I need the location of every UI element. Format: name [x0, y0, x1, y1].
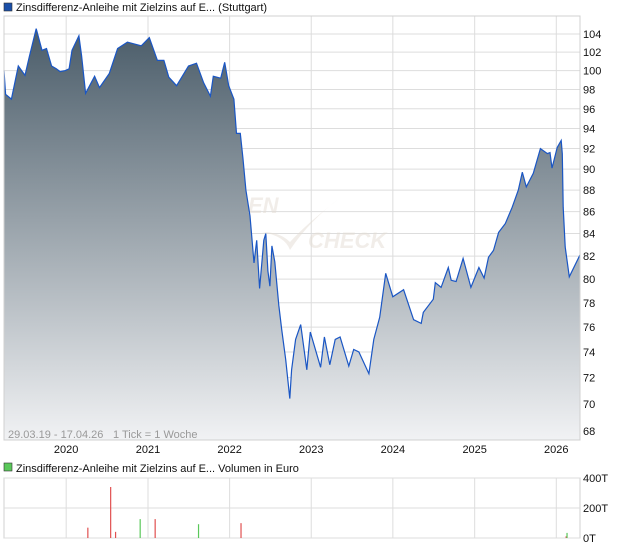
price-y-tick-label: 96 — [583, 104, 595, 116]
x-axis: 2020 2021 2022 2023 2024 2025 2026 — [54, 444, 569, 456]
x-tick-label: 2022 — [217, 444, 241, 456]
price-y-tick-label: 72 — [583, 373, 595, 385]
price-legend-swatch — [3, 2, 13, 12]
x-tick-label: 2023 — [299, 444, 323, 456]
volume-y-tick-label: 400T — [583, 473, 608, 485]
price-y-tick-label: 68 — [583, 426, 595, 438]
svg-text:CHECK: CHECK — [308, 228, 388, 253]
price-line — [3, 28, 581, 399]
date-range-label: 29.03.19 - 17.04.26 — [8, 429, 103, 441]
svg-text:EN: EN — [248, 193, 280, 218]
price-y-tick-label: 100 — [583, 66, 601, 78]
price-y-tick-label: 74 — [583, 347, 595, 359]
price-y-tick-label: 90 — [583, 164, 595, 176]
volume-legend-swatch — [3, 462, 13, 472]
price-y-tick-label: 104 — [583, 29, 601, 41]
price-y-tick-label: 92 — [583, 144, 595, 156]
price-y-tick-label: 102 — [583, 47, 601, 59]
price-y-tick-label: 98 — [583, 85, 595, 97]
price-y-tick-label: 94 — [583, 123, 595, 135]
price-plot-frame — [3, 15, 581, 441]
volume-grid — [3, 477, 581, 539]
volume-bars — [87, 487, 568, 538]
price-y-tick-label: 80 — [583, 274, 595, 286]
price-y-tick-label: 82 — [583, 251, 595, 263]
price-area — [4, 28, 580, 440]
x-tick-label: 2021 — [136, 444, 160, 456]
x-tick-label: 2024 — [381, 444, 405, 456]
price-y-tick-label: 84 — [583, 229, 595, 241]
price-y-tick-label: 70 — [583, 399, 595, 411]
price-y-tick-label: 76 — [583, 322, 595, 334]
price-y-tick-label: 78 — [583, 298, 595, 310]
volume-y-axis: 0T 200T 400T — [583, 473, 608, 545]
volume-y-tick-label: 0T — [583, 533, 596, 545]
price-y-tick-label: 88 — [583, 185, 595, 197]
x-tick-label: 2026 — [544, 444, 568, 456]
tick-interval-label: 1 Tick = 1 Woche — [113, 429, 197, 441]
x-tick-label: 2025 — [462, 444, 486, 456]
price-y-axis: 68 70 72 74 76 78 80 82 84 86 88 90 92 94 96 98 100 102 10… — [583, 29, 601, 438]
x-tick-label: 2020 — [54, 444, 78, 456]
volume-y-tick-label: 200T — [583, 503, 608, 515]
price-y-tick-label: 86 — [583, 207, 595, 219]
volume-chart-title: Zinsdifferenz-Anleihe mit Zielzins auf E… — [16, 463, 299, 475]
watermark-logo: EN CHECK — [248, 193, 388, 253]
price-chart-title: Zinsdifferenz-Anleihe mit Zielzins auf E… — [16, 2, 267, 14]
